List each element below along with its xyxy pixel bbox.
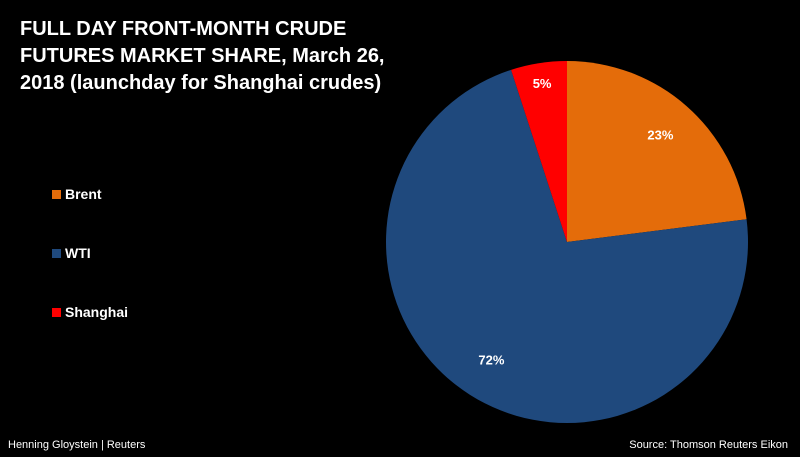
pie-slice-wti: [385, 69, 748, 424]
legend-swatch-wti: [52, 248, 61, 258]
footer-source: Source: Thomson Reuters Eikon: [629, 439, 788, 451]
pie-label-brent: 23%: [647, 128, 673, 143]
legend-label-wti: WTI: [65, 245, 91, 261]
chart-title-line-2: FUTURES MARKET SHARE, March 26,: [20, 45, 385, 67]
chart-legend: Brent WTI Shanghai: [52, 183, 128, 360]
legend-swatch-shanghai: [52, 307, 61, 317]
legend-label-brent: Brent: [65, 186, 102, 202]
pie-label-wti: 72%: [478, 353, 504, 368]
pie-slice-shanghai: [511, 61, 567, 242]
legend-item-wti: WTI: [52, 242, 128, 264]
pie-label-shanghai: 5%: [533, 76, 552, 91]
chart-title-line-1: FULL DAY FRONT-MONTH CRUDE: [20, 18, 347, 40]
legend-swatch-brent: [52, 189, 61, 199]
chart-title: FULL DAY FRONT-MONTH CRUDE FUTURES MARKE…: [20, 16, 440, 97]
legend-label-shanghai: Shanghai: [65, 304, 129, 320]
pie-slice-brent: [567, 61, 747, 242]
legend-item-brent: Brent: [52, 183, 128, 205]
legend-item-shanghai: Shanghai: [52, 301, 128, 323]
footer-credit: Henning Gloystein | Reuters: [8, 439, 146, 451]
chart-title-line-3: 2018 (launchday for Shanghai crudes): [20, 72, 382, 94]
